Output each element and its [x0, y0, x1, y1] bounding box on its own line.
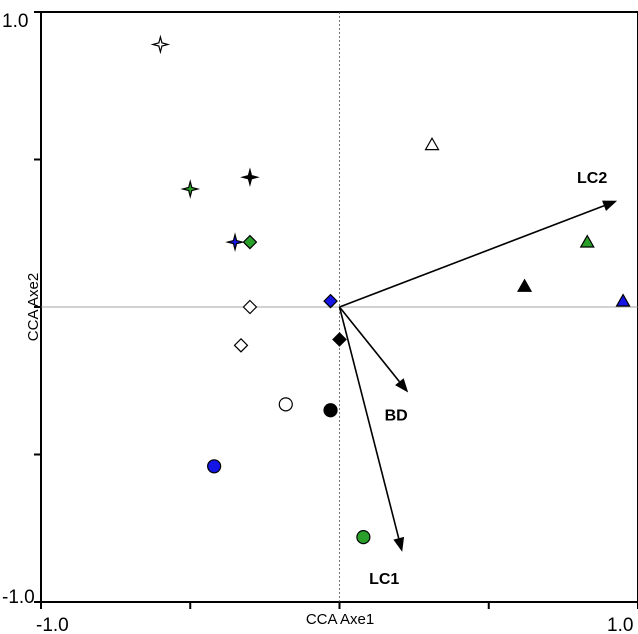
vector-label-bd: BD [385, 408, 408, 425]
point-diamond [332, 332, 347, 347]
environment-vectors: LC2 BD LC1 [338, 170, 618, 588]
x-tick-label-right: 1.0 [607, 615, 633, 634]
vector-line-lc2 [339, 205, 605, 308]
axis-ticks [34, 11, 638, 609]
point-triangle [579, 234, 595, 248]
x-axis-title: CCA Axe1 [306, 611, 374, 628]
point-circle [323, 403, 338, 418]
point-triangle [424, 137, 440, 151]
point-triangle [517, 278, 533, 292]
vector-label-lc2: LC2 [577, 170, 607, 187]
point-star [180, 179, 201, 199]
vector-arrowhead-bd [395, 378, 409, 393]
point-circle [356, 529, 371, 545]
vector-line-bd [338, 306, 401, 383]
vector-arrowhead-lc1 [393, 536, 405, 552]
point-star [225, 232, 245, 252]
x-tick-label-left: -1.0 [36, 615, 69, 634]
y-axis-title: CCA Axe2 [25, 273, 42, 341]
point-triangle [615, 293, 631, 307]
y-tick-label-bottom: -1.0 [2, 587, 35, 608]
vector-label-lc1: LC1 [369, 571, 399, 588]
point-star [240, 167, 260, 188]
point-diamond [242, 299, 258, 315]
vector-line-lc1 [338, 306, 400, 539]
point-star [150, 34, 171, 55]
point-diamond [233, 338, 249, 353]
vector-arrowhead-lc2 [602, 200, 618, 211]
y-tick-label-top: 1.0 [2, 11, 28, 32]
point-diamond [242, 234, 258, 250]
point-circle [207, 459, 222, 474]
point-circle [278, 397, 293, 412]
site-points [150, 34, 631, 545]
point-diamond [323, 293, 338, 309]
